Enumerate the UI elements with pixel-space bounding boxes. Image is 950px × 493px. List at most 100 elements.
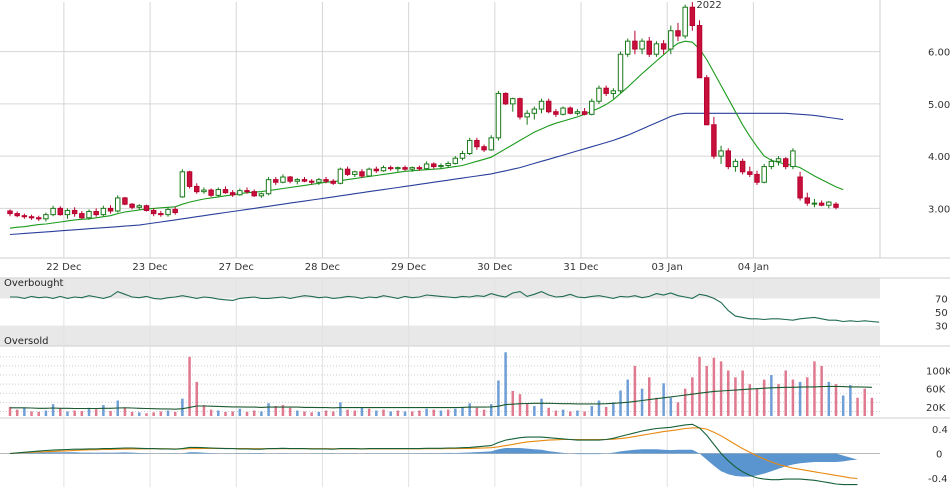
candle-104 <box>754 170 760 185</box>
candle-40 <box>294 178 301 185</box>
candle-body-11 <box>86 211 92 219</box>
candle-body-88 <box>639 40 645 50</box>
candle-body-65 <box>474 139 480 148</box>
rsi-y-tick-2: 30 <box>935 322 948 333</box>
candle-body-60 <box>438 165 444 168</box>
volume-bar-97 <box>705 365 708 416</box>
volume-bar-6 <box>51 404 55 416</box>
candle-27 <box>201 187 207 194</box>
candle-body-42 <box>308 180 315 183</box>
volume-bar-58 <box>425 408 428 416</box>
volume-bar-12 <box>94 409 98 416</box>
candle-body-84 <box>610 90 617 94</box>
candle-54 <box>395 166 401 172</box>
volume-bar-108 <box>784 370 787 416</box>
candle-body-105 <box>761 166 767 183</box>
candle-50 <box>366 167 372 178</box>
volume-panel <box>8 352 874 416</box>
volume-bar-0 <box>8 406 12 416</box>
volume-bar-111 <box>806 377 809 416</box>
volume-bar-86 <box>626 379 629 416</box>
candle-body-107 <box>775 158 782 162</box>
candle-32 <box>237 188 243 196</box>
candle-44 <box>323 177 329 184</box>
candle-64 <box>466 137 473 156</box>
volume-bar-22 <box>166 410 170 416</box>
volume-bar-115 <box>834 384 838 416</box>
volume-y-tick-0: 100K <box>926 366 950 377</box>
volume-bar-28 <box>209 409 213 416</box>
candle-body-78 <box>567 107 573 114</box>
volume-bar-63 <box>461 406 464 416</box>
volume-bar-41 <box>303 411 306 416</box>
candle-body-56 <box>409 167 415 170</box>
volume-bar-72 <box>525 403 529 416</box>
candle-75 <box>545 98 552 114</box>
candle-body-44 <box>323 179 329 182</box>
candle-12 <box>93 208 99 217</box>
candle-body-94 <box>682 6 688 37</box>
candle-8 <box>64 208 71 219</box>
price-y-tick-1: 5.00 <box>928 100 950 111</box>
volume-bar-54 <box>396 410 400 416</box>
x-tick-label-7: 03 Jan <box>652 262 683 273</box>
candle-56 <box>409 166 415 172</box>
candle-4 <box>36 215 42 221</box>
candle-61 <box>445 161 451 168</box>
candle-51 <box>373 166 380 173</box>
volume-bar-29 <box>217 410 220 416</box>
candle-23 <box>172 206 178 215</box>
volume-bar-90 <box>655 397 658 416</box>
candle-18 <box>136 204 143 210</box>
volume-bar-64 <box>468 403 471 416</box>
candle-21 <box>158 210 164 217</box>
candle-24 <box>179 169 186 198</box>
candle-2 <box>21 213 28 219</box>
candle-body-1 <box>14 213 20 217</box>
volume-bar-67 <box>489 404 493 416</box>
volume-bar-83 <box>604 406 608 416</box>
candle-111 <box>804 192 810 206</box>
volume-bar-48 <box>353 410 357 416</box>
volume-bar-46 <box>339 402 342 416</box>
volume-y-tick-1: 60K <box>926 385 946 396</box>
candle-body-74 <box>538 100 545 110</box>
candle-0 <box>7 209 13 217</box>
candle-body-98 <box>711 124 717 157</box>
candle-63 <box>459 150 466 161</box>
volume-bar-68 <box>497 380 500 416</box>
candle-body-16 <box>122 197 128 205</box>
candle-65 <box>474 137 480 150</box>
candle-6 <box>50 205 56 217</box>
volume-bar-43 <box>317 411 321 416</box>
candle-103 <box>747 166 753 178</box>
candle-30 <box>222 186 229 194</box>
price-y-tick-2: 4.00 <box>928 152 950 163</box>
candle-body-80 <box>581 111 588 115</box>
candle-body-57 <box>416 167 423 170</box>
volume-bar-51 <box>375 410 378 416</box>
rsi-line <box>10 290 880 323</box>
candle-body-37 <box>273 179 279 183</box>
candle-body-85 <box>617 53 624 92</box>
volume-bar-92 <box>669 397 673 416</box>
candle-107 <box>775 156 782 166</box>
candle-body-86 <box>624 40 631 55</box>
candle-body-106 <box>768 160 775 168</box>
candle-body-75 <box>545 100 552 113</box>
candle-25 <box>186 170 193 189</box>
x-tick-label-5: 30 Dec <box>477 262 512 273</box>
volume-bar-79 <box>576 410 579 416</box>
candle-16 <box>122 196 128 206</box>
volume-bar-26 <box>195 381 199 416</box>
candle-96 <box>696 20 703 79</box>
candle-body-58 <box>423 163 430 170</box>
candle-109 <box>790 148 796 170</box>
oversold-label: Oversold <box>4 336 49 347</box>
volume-bar-39 <box>288 407 292 416</box>
volume-bar-2 <box>23 407 26 416</box>
volume-average-line <box>10 385 872 410</box>
candle-39 <box>287 175 293 184</box>
candle-29 <box>215 187 222 197</box>
